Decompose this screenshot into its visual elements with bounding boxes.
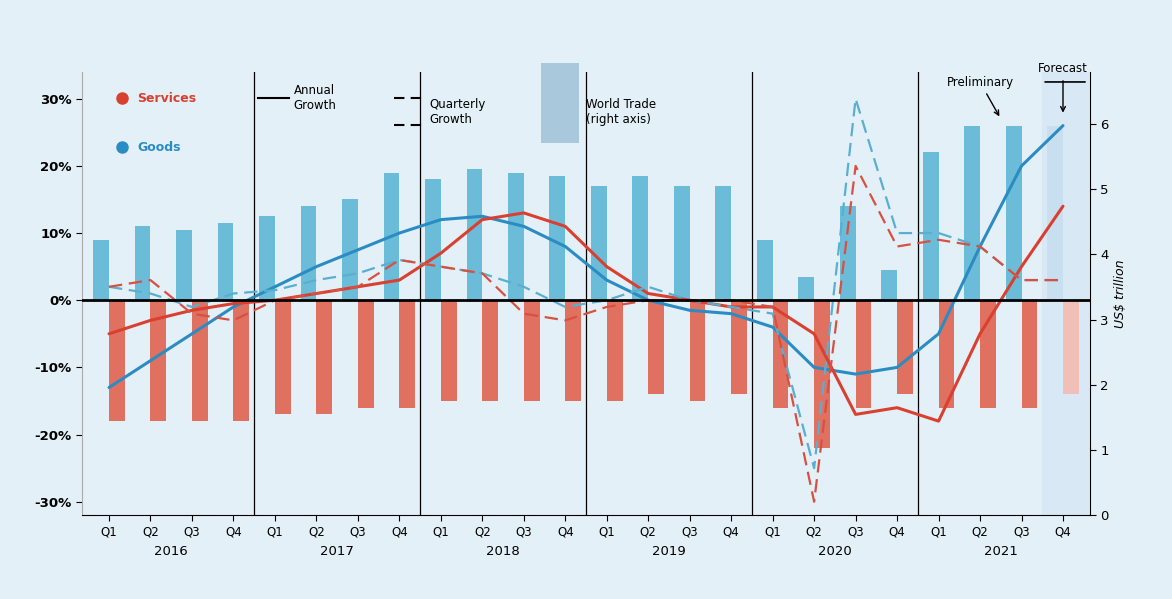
Bar	[425, 179, 441, 300]
Bar	[897, 300, 913, 394]
Text: Annual
Growth: Annual Growth	[294, 84, 336, 113]
Text: World Trade
(right axis): World Trade (right axis)	[586, 98, 656, 126]
Bar	[815, 300, 830, 448]
Text: 2017: 2017	[320, 545, 354, 558]
Text: Quarterly
Growth: Quarterly Growth	[430, 98, 486, 126]
Bar	[441, 300, 457, 401]
Bar	[550, 176, 565, 300]
Bar	[1042, 72, 1088, 515]
Bar	[648, 300, 665, 394]
Bar	[715, 186, 731, 300]
Bar	[150, 300, 166, 421]
Bar	[939, 300, 954, 408]
Bar	[674, 186, 689, 300]
Bar	[192, 300, 207, 421]
Text: Goods: Goods	[137, 141, 180, 154]
Bar	[176, 229, 192, 300]
Bar	[922, 153, 939, 300]
Bar	[798, 277, 815, 300]
Bar	[772, 300, 789, 408]
Bar	[633, 176, 648, 300]
Text: 2016: 2016	[155, 545, 188, 558]
Bar	[731, 300, 747, 394]
Bar	[881, 270, 897, 300]
Bar	[607, 300, 622, 401]
Y-axis label: US$ trillion: US$ trillion	[1115, 259, 1127, 328]
Bar	[1006, 126, 1022, 300]
Bar	[109, 300, 124, 421]
Text: Services: Services	[137, 92, 197, 105]
Bar	[565, 300, 581, 401]
Text: 2018: 2018	[486, 545, 520, 558]
Text: 2020: 2020	[818, 545, 852, 558]
Bar	[1048, 126, 1063, 300]
Bar	[342, 199, 357, 300]
Text: Forecast: Forecast	[1038, 62, 1088, 111]
Bar	[483, 300, 498, 401]
Bar	[400, 300, 415, 408]
Bar	[1063, 300, 1078, 394]
Text: 2019: 2019	[652, 545, 686, 558]
Bar	[689, 300, 706, 401]
Bar	[135, 226, 150, 300]
Bar	[357, 300, 374, 408]
Bar	[507, 173, 524, 300]
Bar	[591, 186, 607, 300]
Bar	[275, 300, 291, 415]
Bar	[383, 173, 400, 300]
Bar	[965, 126, 980, 300]
Bar	[757, 240, 772, 300]
Bar	[233, 300, 250, 421]
Bar	[259, 216, 275, 300]
Text: Preliminary: Preliminary	[947, 75, 1014, 115]
Bar	[980, 300, 996, 408]
Bar	[856, 300, 871, 408]
Bar	[316, 300, 332, 415]
Bar	[466, 170, 483, 300]
FancyBboxPatch shape	[540, 63, 579, 143]
Bar	[218, 223, 233, 300]
Bar	[840, 206, 856, 300]
Bar	[524, 300, 539, 401]
Bar	[301, 206, 316, 300]
Bar	[1022, 300, 1037, 408]
Text: 2021: 2021	[983, 545, 1017, 558]
Bar	[94, 240, 109, 300]
